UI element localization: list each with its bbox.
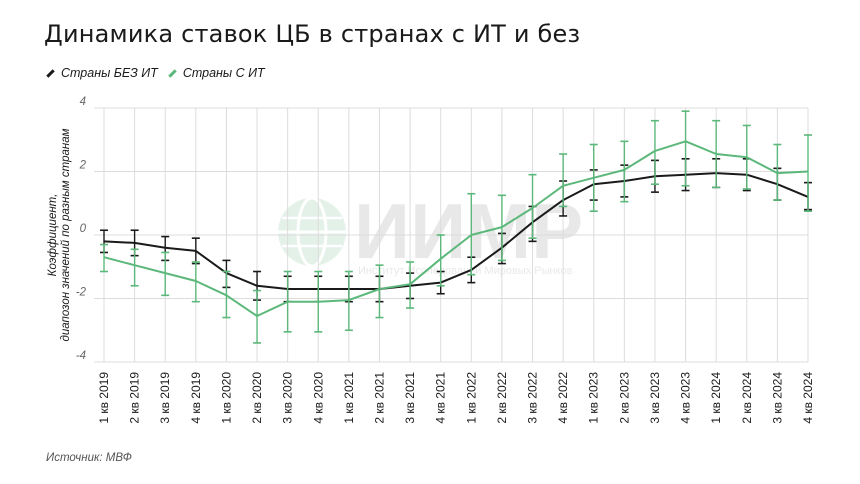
legend-item-no-it: Страны БЕЗ ИТ (46, 66, 158, 80)
y-tick-label: -4 (76, 350, 86, 362)
grid (94, 107, 809, 363)
x-tick-label: 4 кв 2019 (189, 372, 203, 424)
x-tick-label: 2 кв 2021 (372, 372, 386, 424)
x-tick-label: 4 кв 2020 (311, 372, 325, 424)
y-tick-label: 4 (80, 96, 86, 108)
y-tick-label: 0 (80, 223, 87, 235)
y-axis-label: Коэффициент,диапозон значений по разным … (47, 128, 72, 341)
x-tick-label: 2 кв 2023 (617, 372, 631, 424)
x-tick-label: 1 кв 2023 (587, 372, 601, 424)
x-tick-label: 4 кв 2024 (801, 372, 815, 424)
y-axis-label-line: Коэффициент, (47, 194, 59, 277)
x-tick-label: 3 кв 2023 (648, 372, 662, 424)
watermark-subtitle: Институт Исследований Мировых Рынков (358, 265, 573, 277)
y-tick-label: 2 (79, 160, 87, 172)
watermark-globe-icon (278, 198, 346, 266)
x-tick-label: 1 кв 2019 (97, 372, 111, 424)
x-tick-label: 1 кв 2020 (219, 372, 233, 424)
x-tick-label: 2 кв 2022 (495, 372, 509, 424)
x-tick-label: 3 кв 2024 (770, 372, 784, 424)
x-tick-label: 2 кв 2024 (740, 372, 754, 424)
x-tick-label: 3 кв 2020 (281, 372, 295, 424)
y-axis-label-line: диапозон значений по разным странам (60, 128, 72, 341)
series-it (100, 110, 812, 344)
x-tick-label: 4 кв 2021 (434, 372, 448, 424)
chart-legend: Страны БЕЗ ИТ Страны С ИТ (46, 66, 265, 80)
watermark-globe-meridian (296, 196, 328, 268)
legend-label-no-it: Страны БЕЗ ИТ (61, 66, 158, 80)
series-line (103, 140, 809, 317)
x-tick-label: 1 кв 2024 (709, 372, 723, 424)
x-tick-label: 3 кв 2022 (526, 372, 540, 424)
x-tick-label: 1 кв 2021 (342, 372, 356, 424)
series-line (103, 172, 809, 290)
x-tick-label: 4 кв 2022 (556, 372, 570, 424)
x-tick-label: 4 кв 2023 (679, 372, 693, 424)
legend-item-it: Страны С ИТ (168, 66, 265, 80)
x-tick-label: 2 кв 2020 (250, 372, 264, 424)
x-tick-label: 3 кв 2019 (158, 372, 172, 424)
chart-title: Динамика ставок ЦБ в странах с ИТ и без (44, 20, 581, 48)
source-note: Источник: МВФ (46, 452, 132, 464)
x-tick-label: 1 кв 2022 (464, 372, 478, 424)
watermark-brand: ИИМР (354, 187, 583, 275)
x-tick-label: 3 кв 2021 (403, 372, 417, 424)
x-tick-label: 2 кв 2019 (128, 372, 142, 424)
series-no-it (100, 158, 812, 303)
legend-label-it: Страны С ИТ (182, 66, 265, 80)
y-tick-label: -2 (76, 287, 87, 299)
